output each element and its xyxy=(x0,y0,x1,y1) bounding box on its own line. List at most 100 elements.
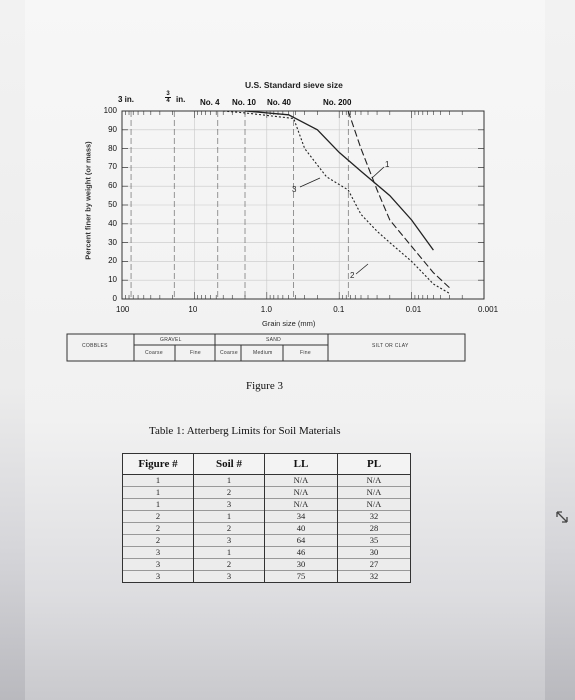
y-tick-label: 90 xyxy=(108,124,117,134)
header-figure: Figure # xyxy=(122,453,194,475)
curve-label-1: 1 xyxy=(385,160,390,169)
y-axis-label: Percent finer by weight (or mass) xyxy=(83,141,93,260)
y-tick-label: 100 xyxy=(103,106,117,115)
cell-pl: 30 xyxy=(337,546,411,559)
cls-cobbles: COBBLES xyxy=(82,343,108,349)
cell-ll: 40 xyxy=(264,522,338,535)
x-tick-label: 0.001 xyxy=(478,305,499,314)
y-tick-label: 20 xyxy=(108,256,117,266)
cell-pl: N/A xyxy=(337,474,411,487)
cell-soil: 2 xyxy=(193,558,265,571)
cell-figure: 2 xyxy=(122,522,194,535)
cls-gravel: GRAVEL xyxy=(160,337,182,343)
curves xyxy=(223,110,450,294)
table-row: 3 3 75 32 xyxy=(122,570,411,583)
cell-soil: 3 xyxy=(193,570,265,583)
cell-pl: 27 xyxy=(337,558,411,571)
table-row: 1 1 N/A N/A xyxy=(122,474,411,487)
label-arrow-3 xyxy=(299,177,321,188)
cell-soil: 1 xyxy=(193,546,265,559)
grain-size-chart xyxy=(66,110,485,362)
cell-figure: 1 xyxy=(122,486,194,499)
x-tick-label: 100 xyxy=(116,305,130,314)
label-arrow-1 xyxy=(371,166,385,179)
cell-pl: N/A xyxy=(337,498,411,511)
table-row: 1 3 N/A N/A xyxy=(122,498,411,511)
sieve-label: No. 200 xyxy=(323,98,352,107)
cls-fine-gravel: Fine xyxy=(190,350,201,356)
cell-ll: 75 xyxy=(264,570,338,583)
fraction-denominator: 4 xyxy=(166,98,170,104)
table-row: 2 1 34 32 xyxy=(122,510,411,523)
sieve-fraction: 3 4 xyxy=(165,91,171,104)
x-tick-label: 10 xyxy=(188,305,198,314)
cell-ll: N/A xyxy=(264,486,338,499)
y-tick-label: 80 xyxy=(108,143,117,153)
cell-figure: 3 xyxy=(122,570,194,583)
paper-sheet xyxy=(25,0,545,700)
cls-silt-clay: SILT OR CLAY xyxy=(372,343,409,349)
cls-coarse-gravel: Coarse xyxy=(145,350,163,356)
y-tick-label: 0 xyxy=(112,294,117,303)
curve-1 xyxy=(244,110,434,251)
cls-sand: SAND xyxy=(266,337,282,343)
y-tick-label: 50 xyxy=(108,200,117,209)
x-tick-label: 0.1 xyxy=(333,305,345,314)
x-tick-label: 1.0 xyxy=(260,305,272,314)
table-row: 2 2 40 28 xyxy=(122,522,411,535)
resize-cursor-icon xyxy=(556,511,568,523)
y-tick-label: 10 xyxy=(108,275,117,285)
y-tick-label: 60 xyxy=(108,181,117,191)
cell-soil: 2 xyxy=(193,486,265,499)
table-title: Table 1: Atterberg Limits for Soil Mater… xyxy=(149,425,341,437)
table-row: 2 3 64 35 xyxy=(122,534,411,547)
table-row: 3 2 30 27 xyxy=(122,558,411,571)
cell-ll: N/A xyxy=(264,474,338,487)
cell-figure: 2 xyxy=(122,534,194,547)
table-header-row: Figure # Soil # LL PL xyxy=(122,453,411,475)
table-body: 1 1 N/A N/A 1 2 N/A N/A 1 3 N/A N/A 2 1 34 32 2 2 40 28 2 3 64… xyxy=(122,474,411,583)
cell-soil: 3 xyxy=(193,498,265,511)
cell-ll: N/A xyxy=(264,498,338,511)
cell-soil: 2 xyxy=(193,522,265,535)
curve-3 xyxy=(223,110,450,294)
x-tick-label: 0.01 xyxy=(405,305,422,314)
cell-pl: 32 xyxy=(337,510,411,523)
cell-soil: 1 xyxy=(193,510,265,523)
cell-figure: 1 xyxy=(122,498,194,511)
label-arrow-2 xyxy=(355,263,369,275)
y-tick-label: 70 xyxy=(108,162,117,172)
sieve-label: in. xyxy=(176,95,186,104)
sieve-label: No. 4 xyxy=(200,98,220,107)
fraction-bar xyxy=(165,97,171,98)
sieve-label: No. 10 xyxy=(232,98,257,107)
sieve-lines xyxy=(130,111,349,299)
cell-pl: 35 xyxy=(337,534,411,547)
cell-pl: N/A xyxy=(337,486,411,499)
cell-figure: 3 xyxy=(122,546,194,559)
classification-frame xyxy=(66,333,466,362)
cell-soil: 3 xyxy=(193,534,265,547)
cell-pl: 28 xyxy=(337,522,411,535)
fraction-numerator: 3 xyxy=(166,91,170,97)
cell-figure: 3 xyxy=(122,558,194,571)
axis-ticks xyxy=(122,110,485,300)
sieve-size-title: U.S. Standard sieve size xyxy=(245,80,343,90)
cell-soil: 1 xyxy=(193,474,265,487)
cls-medium-sand: Medium xyxy=(253,350,273,356)
curve-2 xyxy=(347,110,450,289)
y-tick-label: 30 xyxy=(108,237,117,247)
figure-caption: Figure 3 xyxy=(246,380,283,392)
curve-label-3: 3 xyxy=(292,185,297,194)
cell-ll: 30 xyxy=(264,558,338,571)
classification-bar xyxy=(66,333,466,362)
sieve-label: 3 in. xyxy=(118,95,135,104)
cell-figure: 1 xyxy=(122,474,194,487)
header-pl: PL xyxy=(337,453,411,475)
cls-coarse-sand: Coarse xyxy=(220,350,238,356)
cell-figure: 2 xyxy=(122,510,194,523)
cell-ll: 34 xyxy=(264,510,338,523)
curve-label-2: 2 xyxy=(350,271,355,280)
table-row: 1 2 N/A N/A xyxy=(122,486,411,499)
chart-grid xyxy=(122,111,484,299)
